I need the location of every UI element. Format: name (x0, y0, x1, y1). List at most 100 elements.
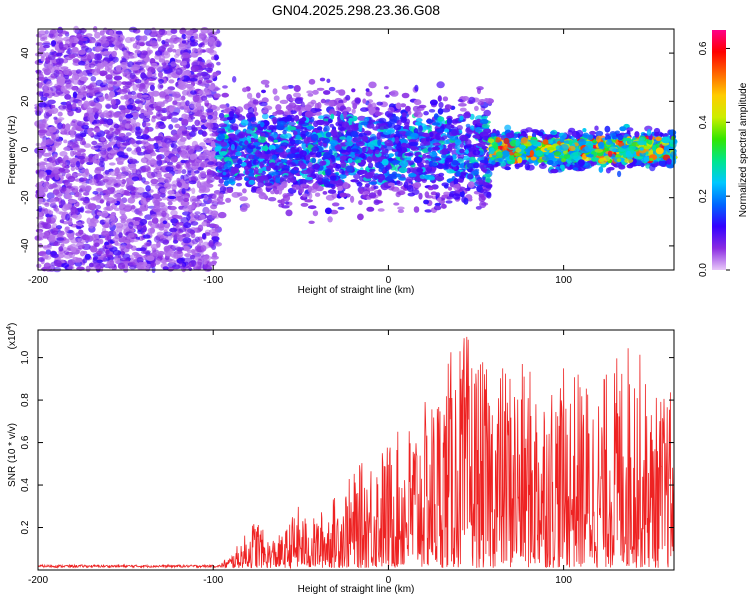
spectrogram-cell (230, 144, 235, 151)
spectrogram-cell (156, 111, 161, 117)
spectrogram-cell (283, 110, 292, 116)
spectrogram-cell (435, 192, 441, 198)
spectrogram-cell (141, 94, 149, 98)
spectrogram-cell (473, 162, 480, 169)
spectrogram-cell (291, 184, 301, 191)
spectrogram-cell (472, 134, 481, 139)
spectrogram-cell (234, 151, 242, 157)
spectrogram-cell (212, 40, 218, 46)
spectrogram-cell (105, 104, 112, 110)
spectrogram-cell (205, 90, 212, 95)
spectrogram-cell (175, 67, 183, 75)
spectrogram-cell (339, 149, 347, 153)
spectrogram-cell (200, 115, 206, 121)
spectrogram-cell (427, 186, 434, 191)
spectrogram-cell (61, 186, 67, 192)
spectrogram-cell (374, 149, 380, 155)
spectrogram-cell (192, 95, 200, 103)
spectrogram-cell (113, 75, 123, 81)
spectrogram-cell (413, 181, 422, 189)
spectrogram-cell (228, 111, 235, 118)
spectrogram-cell (481, 123, 490, 129)
spectrogram-cell (438, 101, 444, 109)
spectrogram-cell (139, 247, 147, 252)
spectrogram-cell (355, 159, 362, 163)
spectrogram-cell (186, 125, 193, 131)
spectrogram-cell (126, 104, 134, 110)
spectrogram-cell (142, 88, 148, 94)
spectrogram-cell (54, 133, 60, 140)
spectrogram-cell (118, 231, 123, 239)
spectrogram-cell (159, 188, 167, 194)
spectrogram-cell (202, 73, 211, 80)
spectrogram-cell (418, 192, 423, 200)
spectrogram-cell (270, 149, 276, 155)
spectrogram-cell (58, 204, 63, 209)
spectrogram-cell (145, 242, 152, 247)
spectrogram-cell (77, 100, 83, 107)
spectrogram-cell (179, 75, 185, 81)
spectrogram-cell (206, 122, 214, 130)
spectrogram-cell (408, 141, 418, 147)
spectrogram-cell (468, 96, 476, 104)
spectrogram-cell (401, 92, 410, 99)
spectrogram-cell (149, 40, 158, 46)
spectrogram-cell (140, 157, 149, 164)
spectrogram-cell (64, 94, 72, 100)
spectrogram-cell (118, 237, 124, 243)
spectrogram-cell (51, 214, 57, 222)
spectrogram-cell (293, 85, 301, 92)
spectrogram-cell (339, 192, 348, 198)
spectrogram-cell (170, 210, 178, 216)
spectrogram-cell (143, 57, 151, 63)
spectrogram-cell (110, 136, 117, 143)
spectrogram-cell (51, 40, 57, 47)
spectrogram-cell (102, 178, 109, 183)
spectrogram-cell (167, 201, 173, 206)
spectrogram-cell (201, 221, 208, 227)
spectrogram-cell (275, 104, 282, 111)
spectrogram-cell (222, 171, 227, 176)
spectrogram-cell (43, 262, 51, 270)
spectrogram-cell (239, 196, 249, 202)
spectrogram-cell (152, 206, 162, 213)
spectrogram-cell (188, 29, 194, 34)
spectrogram-cell (74, 136, 84, 142)
spectrogram-cell (147, 111, 154, 116)
spectrogram-cell (218, 123, 228, 128)
spectrogram-cell (362, 155, 367, 160)
spectrogram-cell (338, 130, 344, 136)
spectrogram-cell (110, 216, 118, 223)
spectrogram-cell (294, 114, 300, 122)
spectrogram-cell (350, 179, 360, 183)
spectrogram-cell (405, 105, 411, 112)
spectrogram-cell (153, 199, 160, 207)
spectrogram-cell (203, 194, 209, 201)
spectrogram-cell (226, 116, 234, 121)
spectrogram-cell (172, 134, 179, 142)
spectrogram-cell (319, 160, 325, 166)
spectrogram-cell (131, 64, 141, 71)
spectrogram-cell (207, 32, 215, 37)
spectrogram-cell (181, 118, 189, 125)
spectrogram-cell (124, 36, 133, 44)
spectrogram-cell (418, 125, 423, 133)
spectrogram-cell (445, 200, 453, 204)
spectrogram-cell (275, 148, 284, 153)
spectrogram-cell (272, 88, 278, 95)
spectrogram-cell (68, 54, 76, 59)
spectrogram-cell (455, 170, 461, 177)
spectrogram-cell (150, 76, 158, 80)
spectrogram-cell (52, 189, 60, 196)
spectrogram-cell (231, 155, 238, 160)
spectrogram-cell (135, 187, 145, 194)
spectrogram-cell (165, 38, 170, 44)
spectrogram-cell (83, 143, 92, 148)
spectrogram-cell (108, 150, 116, 154)
spectrogram-cell (217, 211, 227, 219)
spectrogram-cell (103, 195, 110, 201)
spectrogram-cell (135, 169, 142, 176)
spectrogram-cell (195, 216, 202, 221)
spectrogram-cell (70, 133, 76, 138)
